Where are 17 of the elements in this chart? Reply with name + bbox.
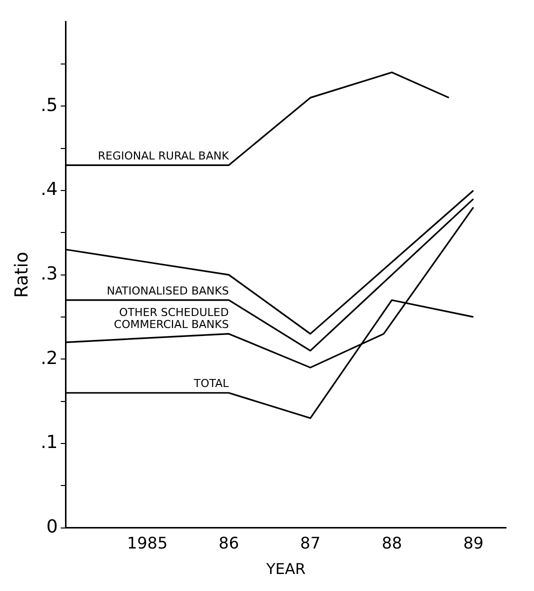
series-label: NATIONALISED BANKS (106, 284, 229, 298)
y-tick-label: .2 (40, 348, 58, 369)
y-axis-title: Ratio (11, 252, 32, 298)
x-tick-label: 88 (382, 534, 402, 553)
series-label: OTHER SCHEDULED COMMERCIAL BANKS (114, 306, 229, 332)
series-label: REGIONAL RURAL BANK (98, 150, 230, 163)
y-tick-label: .4 (40, 179, 58, 200)
x-tick-label: 1985 (126, 534, 168, 553)
x-tick-label: 86 (218, 534, 239, 553)
y-tick-label: .3 (40, 263, 58, 284)
series-label: TOTAL (192, 377, 230, 390)
y-tick-label: .1 (40, 432, 58, 454)
x-axis-title: YEAR (265, 560, 306, 578)
x-tick-label: 87 (300, 534, 321, 553)
x-tick-label: 89 (463, 534, 484, 553)
y-tick-label: 0 (46, 516, 58, 538)
y-tick-label: .5 (40, 94, 58, 116)
